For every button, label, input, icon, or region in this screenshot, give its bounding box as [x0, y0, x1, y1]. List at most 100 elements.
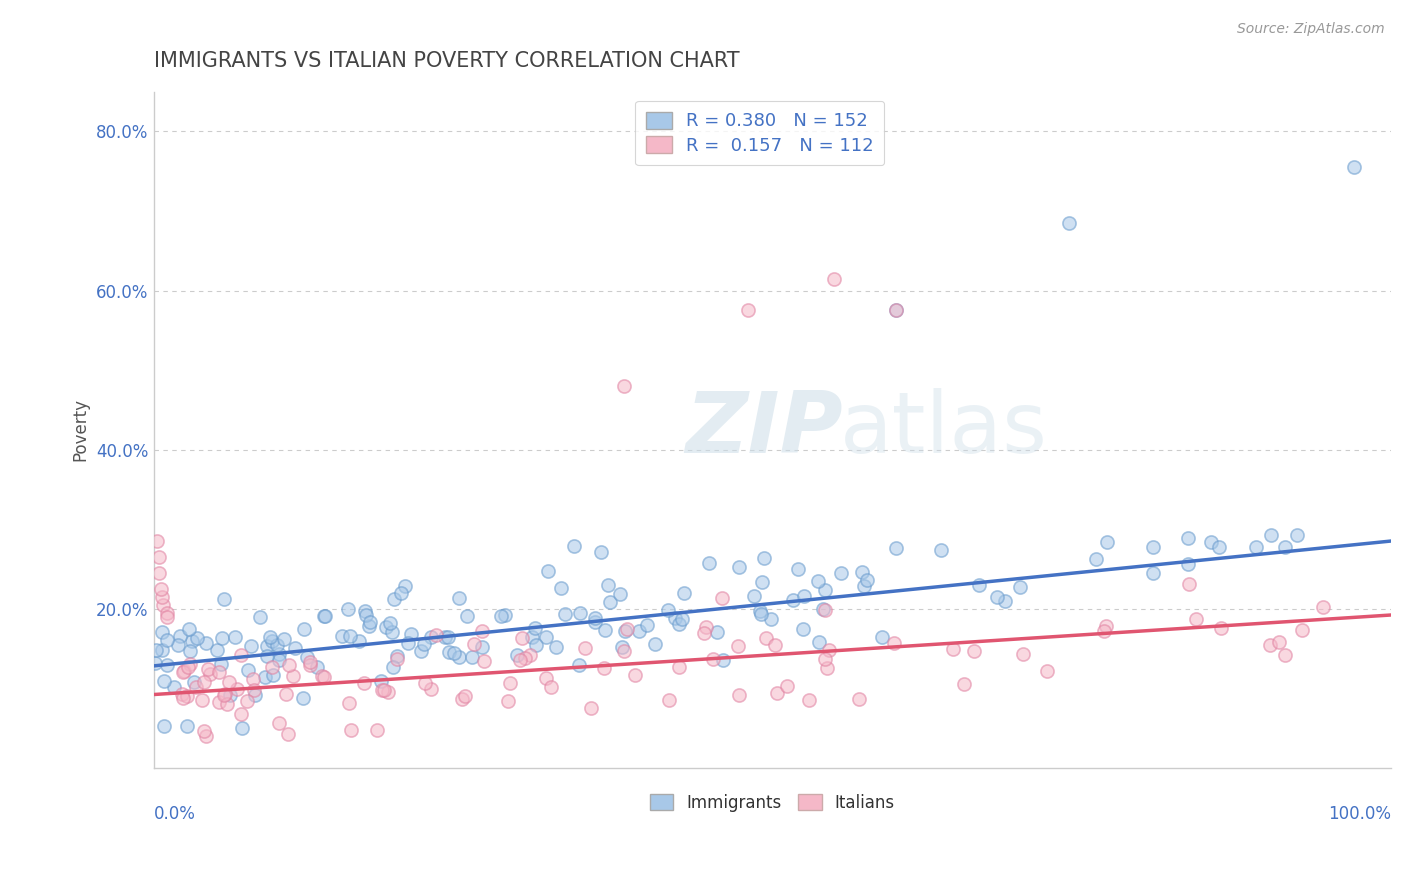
Point [1260, 638, 1282, 652]
Point [385, 648, 408, 663]
Point [664, 611, 686, 625]
Point [806, 574, 828, 588]
Point [792, 623, 814, 637]
Point [267, 716, 290, 731]
Point [494, 608, 516, 623]
Point [370, 673, 392, 688]
Point [536, 565, 558, 579]
Point [612, 640, 634, 654]
Point [212, 591, 235, 606]
Point [382, 660, 405, 674]
Point [419, 630, 441, 644]
Point [412, 637, 434, 651]
Point [1084, 551, 1107, 566]
Point [460, 649, 482, 664]
Point [589, 545, 612, 559]
Point [522, 631, 544, 645]
Point [179, 657, 201, 672]
Point [198, 666, 221, 681]
Point [217, 698, 239, 712]
Point [848, 692, 870, 706]
Point [759, 612, 782, 626]
Text: 0.0%: 0.0% [153, 805, 195, 823]
Point [353, 676, 375, 690]
Point [695, 620, 717, 634]
Point [499, 676, 522, 690]
Point [389, 585, 412, 599]
Point [231, 648, 253, 662]
Point [815, 660, 838, 674]
Point [262, 667, 284, 681]
Point [456, 609, 478, 624]
Point [1211, 621, 1233, 635]
Point [883, 636, 905, 650]
Point [409, 644, 432, 658]
Point [807, 635, 830, 649]
Point [156, 606, 179, 620]
Point [451, 691, 474, 706]
Point [183, 674, 205, 689]
Legend: Immigrants, Italians: Immigrants, Italians [641, 786, 903, 821]
Point [150, 625, 173, 640]
Point [711, 653, 734, 667]
Point [593, 623, 616, 637]
Point [1312, 600, 1334, 615]
Point [197, 662, 219, 676]
Point [742, 589, 765, 603]
Point [163, 680, 186, 694]
Point [489, 609, 512, 624]
Point [146, 534, 169, 549]
Point [382, 591, 405, 606]
Point [166, 638, 188, 652]
Point [191, 693, 214, 707]
Point [1274, 648, 1296, 662]
Point [149, 582, 172, 596]
Point [186, 631, 208, 645]
Point [793, 589, 815, 603]
Point [540, 680, 562, 694]
Point [749, 604, 772, 618]
Point [668, 616, 690, 631]
Point [311, 668, 333, 682]
Point [524, 638, 547, 652]
Point [585, 615, 607, 629]
Point [242, 672, 264, 686]
Point [616, 622, 638, 636]
Point [339, 696, 361, 710]
Point [377, 685, 399, 699]
Text: ZIP: ZIP [686, 388, 844, 471]
Point [636, 618, 658, 632]
Point [170, 687, 193, 701]
Point [378, 616, 401, 631]
Point [1208, 540, 1230, 554]
Point [568, 657, 591, 672]
Point [953, 677, 976, 691]
Point [211, 631, 233, 645]
Point [243, 683, 266, 698]
Point [148, 566, 170, 580]
Point [668, 660, 690, 674]
Point [765, 638, 787, 652]
Point [765, 685, 787, 699]
Point [599, 595, 621, 609]
Point [1092, 624, 1115, 639]
Point [884, 303, 907, 318]
Point [156, 609, 179, 624]
Point [1035, 664, 1057, 678]
Point [148, 549, 170, 564]
Point [596, 577, 619, 591]
Point [776, 679, 799, 693]
Point [628, 624, 651, 638]
Point [1142, 566, 1164, 581]
Point [277, 727, 299, 741]
Point [737, 303, 759, 318]
Point [593, 661, 616, 675]
Point [728, 688, 751, 702]
Text: atlas: atlas [841, 388, 1049, 471]
Point [207, 695, 229, 709]
Point [177, 622, 200, 636]
Point [330, 629, 353, 643]
Point [155, 632, 177, 647]
Point [278, 658, 301, 673]
Point [471, 640, 494, 654]
